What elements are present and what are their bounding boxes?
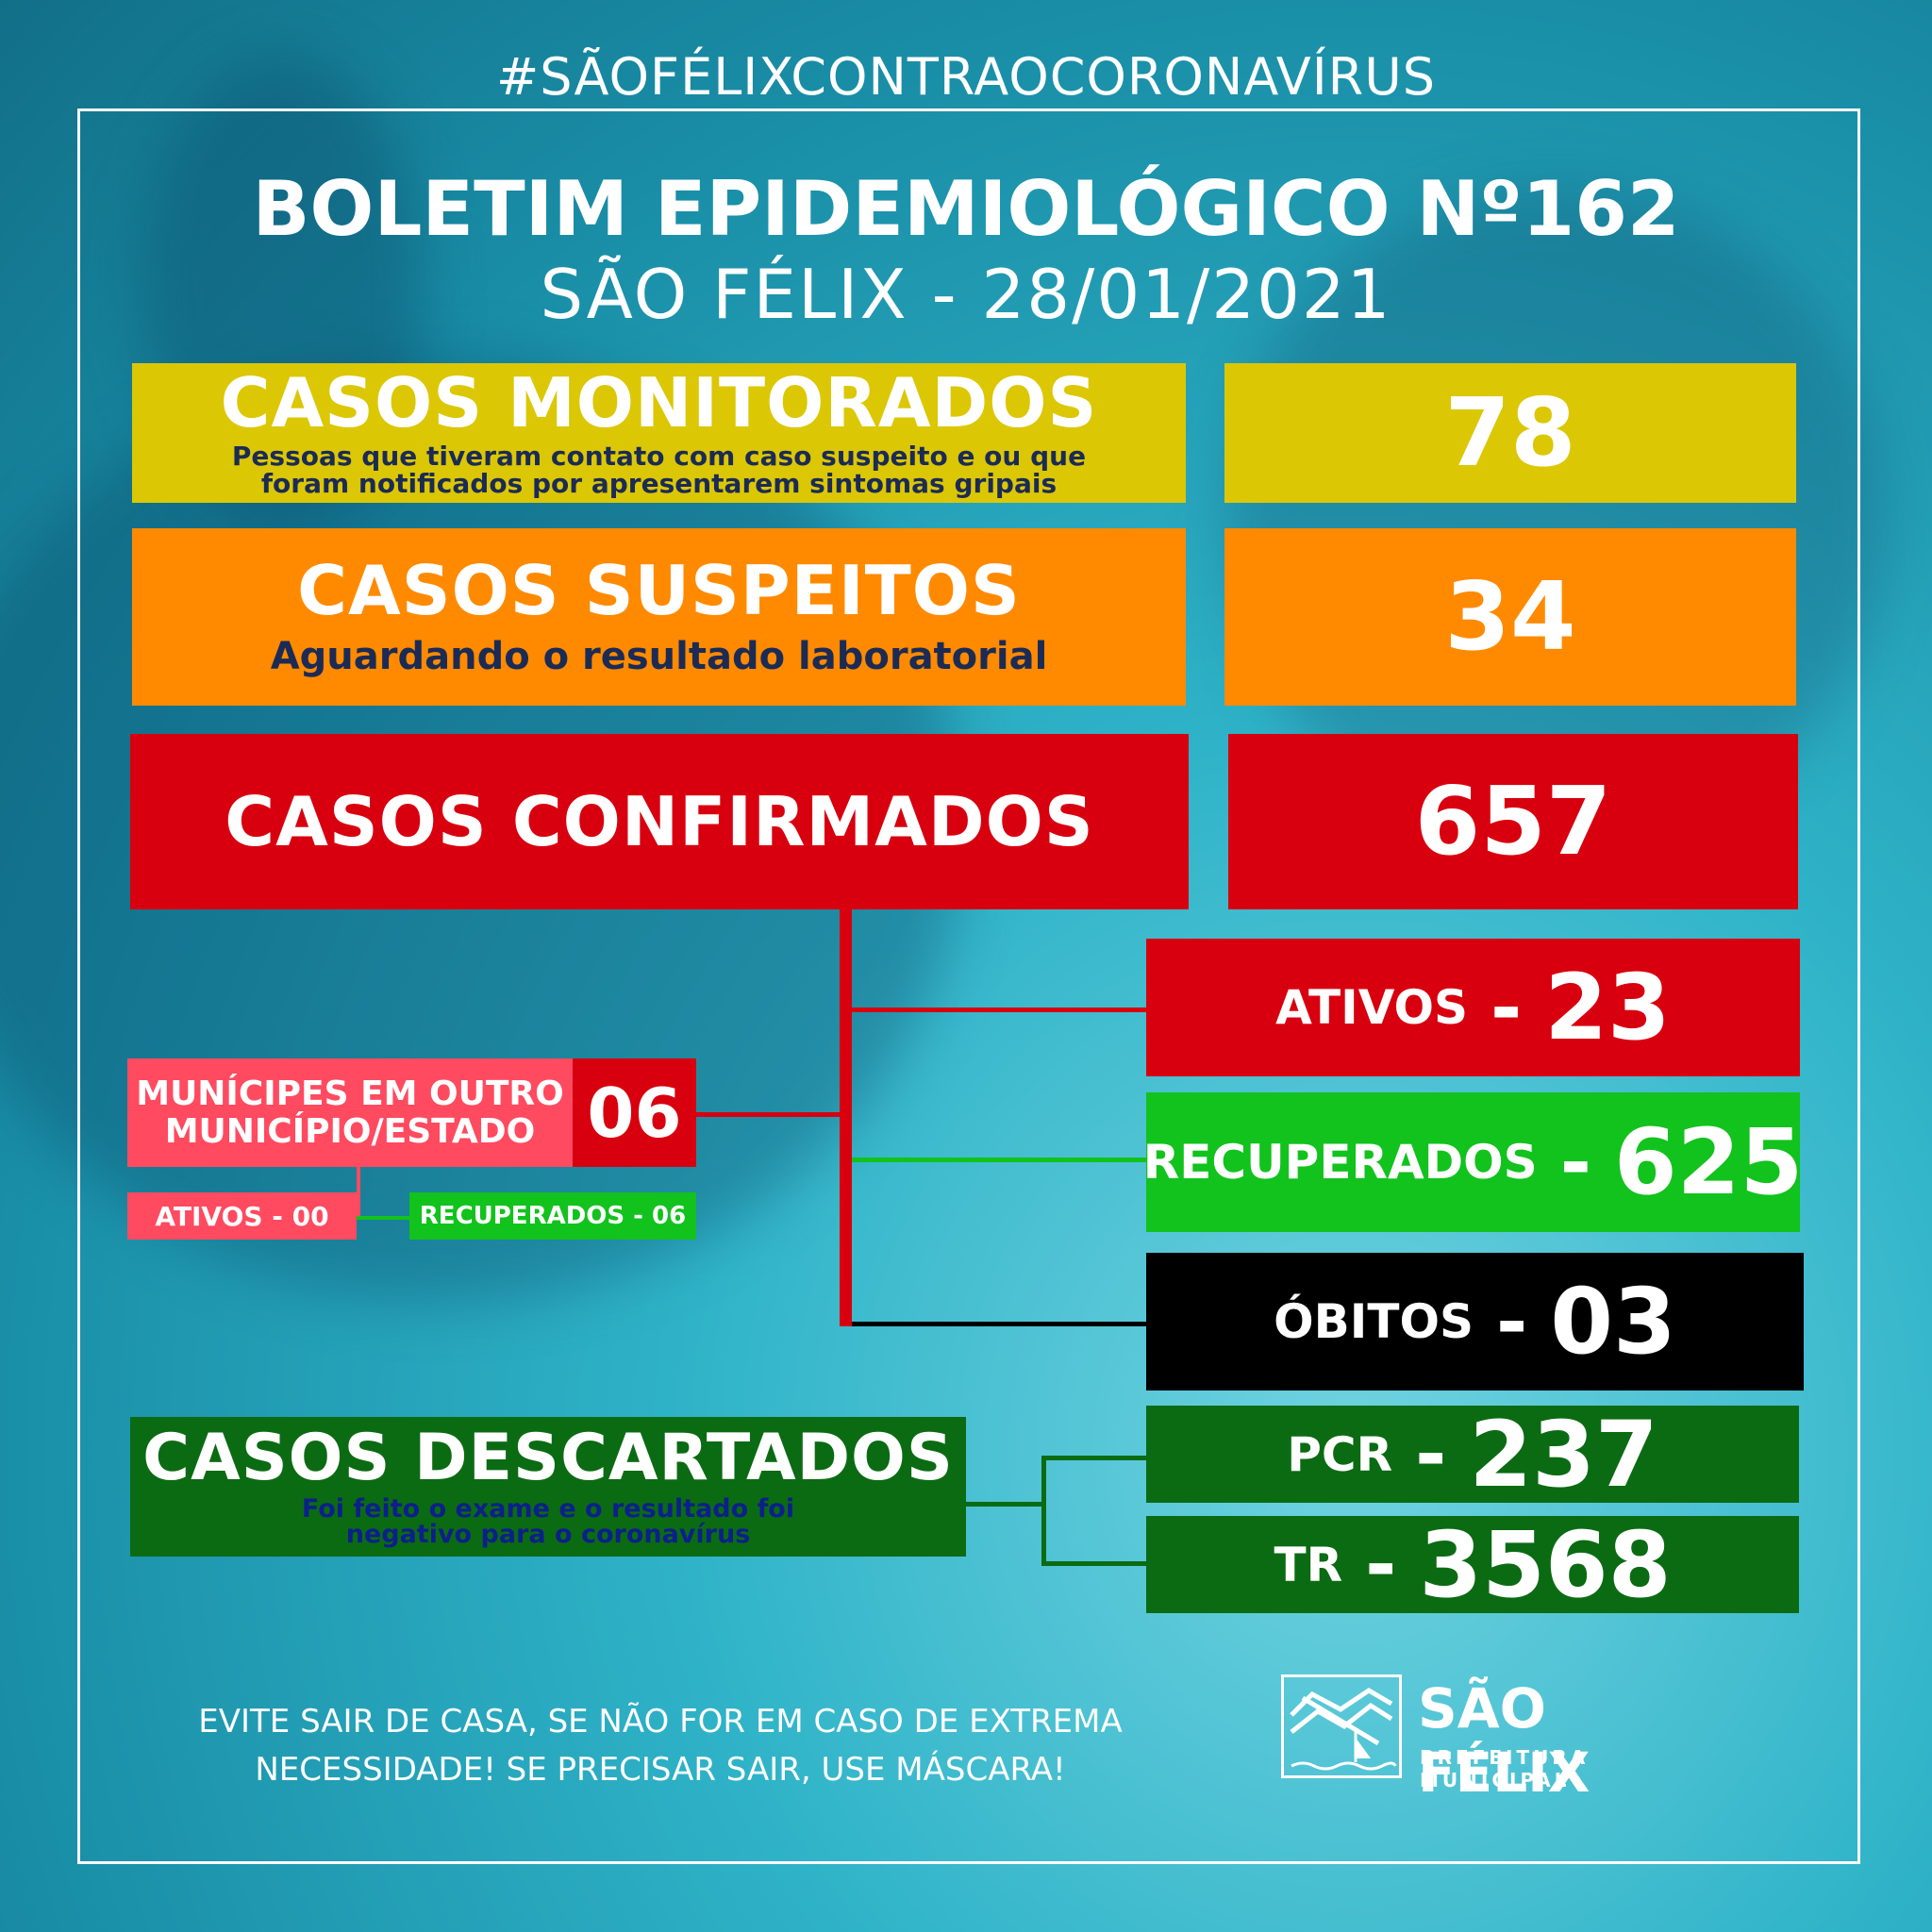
- outro-recuperados-label: RECUPERADOS - 06: [419, 1202, 687, 1230]
- pcr-value: 237: [1469, 1401, 1658, 1507]
- monitorados-value-box: 78: [1224, 363, 1796, 503]
- suspeitos-value-box: 34: [1224, 528, 1796, 706]
- ativos-separator: -: [1491, 963, 1523, 1052]
- confirmados-label: CASOS CONFIRMADOS: [225, 782, 1094, 861]
- suspeitos-label-box: CASOS SUSPEITOS Aguardando o resultado l…: [132, 528, 1186, 706]
- confirmados-label-box: CASOS CONFIRMADOS: [130, 734, 1189, 909]
- pcr-label: PCR: [1287, 1426, 1393, 1482]
- monitorados-label: CASOS MONITORADOS: [220, 362, 1098, 442]
- outro-ativos-label: ATIVOS - 00: [155, 1200, 329, 1232]
- monitorados-value: 78: [1444, 377, 1576, 488]
- sao-felix-logo-icon: [1281, 1674, 1402, 1778]
- outro-ativos-box: ATIVOS - 00: [127, 1192, 357, 1240]
- pcr-separator: -: [1415, 1410, 1447, 1498]
- prefeitura-logo: SÃO FÉLIX PREFEITURA MUNICIPAL: [1281, 1674, 1724, 1805]
- confirmados-value-box: 657: [1228, 734, 1798, 909]
- logo-subtitle: PREFEITURA MUNICIPAL: [1420, 1746, 1590, 1791]
- descartados-connector-h: [966, 1502, 1046, 1507]
- recuperados-value: 625: [1613, 1109, 1804, 1215]
- descartados-desc-line2: negativo para o coronavírus: [345, 1520, 751, 1549]
- ativos-label: ATIVOS: [1275, 980, 1469, 1035]
- recuperados-connector: [852, 1158, 1146, 1162]
- footer-line2: NECESSIDADE! SE PRECISAR SAIR, USE MÁSCA…: [255, 1751, 1066, 1789]
- tr-separator: -: [1365, 1521, 1397, 1608]
- obitos-separator: -: [1496, 1277, 1528, 1366]
- outro-municipio-label-line1: MUNÍCIPES EM OUTRO: [136, 1074, 564, 1113]
- descartados-desc-line1: Foi feito o exame e o resultado foi: [301, 1494, 795, 1524]
- suspeitos-desc: Aguardando o resultado laboratorial: [270, 635, 1048, 678]
- recuperados-separator: -: [1559, 1118, 1591, 1207]
- tr-connector: [1041, 1561, 1146, 1566]
- outro-municipio-sub-connector-v: [357, 1167, 360, 1219]
- tr-value: 3568: [1419, 1511, 1672, 1618]
- suspeitos-value: 34: [1444, 561, 1576, 672]
- descartados-label-box: CASOS DESCARTADOS Foi feito o exame e o …: [130, 1417, 966, 1557]
- bulletin-subtitle: SÃO FÉLIX - 28/01/2021: [540, 255, 1392, 334]
- border-frame: [77, 108, 1860, 1864]
- outro-municipio-connector: [696, 1112, 840, 1117]
- obitos-box: ÓBITOS - 03: [1146, 1253, 1804, 1391]
- footer-line1: EVITE SAIR DE CASA, SE NÃO FOR EM CASO D…: [198, 1703, 1123, 1740]
- pcr-connector: [1041, 1456, 1146, 1460]
- outro-municipio-sub-connector-h: [357, 1216, 409, 1220]
- descartados-label: CASOS DESCARTADOS: [142, 1421, 954, 1495]
- obitos-value: 03: [1550, 1269, 1676, 1374]
- monitorados-label-box: CASOS MONITORADOS Pessoas que tiveram co…: [132, 363, 1186, 503]
- suspeitos-label: CASOS SUSPEITOS: [297, 551, 1021, 630]
- outro-municipio-label-line2: MUNICÍPIO/ESTADO: [164, 1111, 536, 1151]
- obitos-label: ÓBITOS: [1274, 1294, 1474, 1349]
- confirmados-connector-vertical: [840, 909, 852, 1326]
- outro-municipio-value: 06: [587, 1073, 682, 1153]
- outro-recuperados-box: RECUPERADOS - 06: [409, 1192, 696, 1240]
- ativos-box: ATIVOS - 23: [1146, 939, 1800, 1076]
- ativos-value: 23: [1544, 955, 1671, 1060]
- bulletin-title: BOLETIM EPIDEMIOLÓGICO Nº162: [252, 165, 1680, 253]
- confirmados-value: 657: [1414, 766, 1612, 876]
- monitorados-desc-line1: Pessoas que tiveram contato com caso sus…: [231, 440, 1087, 472]
- obitos-connector: [852, 1322, 1146, 1326]
- tr-label: TR: [1274, 1537, 1343, 1592]
- ativos-connector: [852, 1008, 1146, 1012]
- monitorados-desc-line2: foram notificados por apresentarem sinto…: [260, 468, 1058, 499]
- outro-municipio-label-box: MUNÍCIPES EM OUTRO MUNICÍPIO/ESTADO: [127, 1058, 573, 1167]
- footer-message: EVITE SAIR DE CASA, SE NÃO FOR EM CASO D…: [142, 1698, 1179, 1794]
- recuperados-box: RECUPERADOS - 625: [1142, 1092, 1804, 1232]
- tr-box: TR - 3568: [1146, 1512, 1799, 1618]
- descartados-connector-v: [1041, 1456, 1046, 1564]
- outro-municipio-value-box: 06: [573, 1058, 696, 1167]
- pcr-box: PCR - 237: [1146, 1402, 1799, 1507]
- recuperados-label: RECUPERADOS: [1142, 1135, 1538, 1190]
- hashtag: #SÃOFÉLIXCONTRAOCORONAVÍRUS: [496, 47, 1436, 107]
- logo-name: SÃO FÉLIX: [1418, 1676, 1591, 1805]
